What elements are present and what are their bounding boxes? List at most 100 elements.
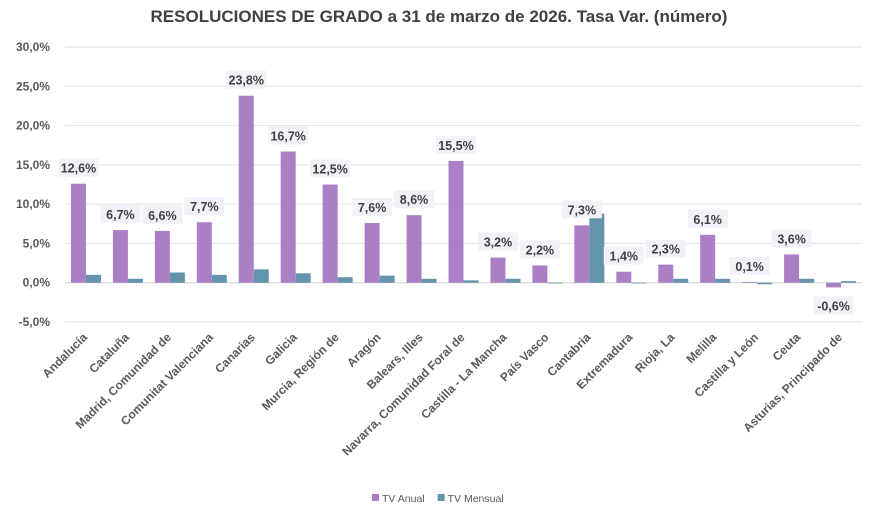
data-label: 16,7% bbox=[270, 130, 305, 144]
data-label: 7,6% bbox=[358, 201, 387, 215]
data-label-bg bbox=[394, 190, 435, 209]
data-label: 7,3% bbox=[568, 203, 597, 217]
data-label: 1,4% bbox=[610, 250, 639, 264]
bar-anual bbox=[406, 215, 422, 283]
data-label-bg bbox=[226, 70, 267, 89]
data-label-bg bbox=[436, 135, 476, 154]
bar-mensual bbox=[127, 278, 143, 283]
data-label: -0,6% bbox=[817, 299, 850, 313]
legend: TV Anual TV Mensual bbox=[372, 493, 504, 505]
bar-mensual bbox=[547, 282, 563, 284]
bar-anual bbox=[322, 184, 338, 283]
bar-anual bbox=[658, 264, 674, 283]
bar-anual bbox=[700, 234, 716, 283]
data-label-bg bbox=[813, 296, 854, 315]
legend-label: TV Anual bbox=[382, 493, 425, 505]
bar-mensual bbox=[841, 281, 857, 283]
data-label: 6,7% bbox=[106, 208, 135, 222]
bar-anual bbox=[448, 160, 464, 283]
bar-mensual bbox=[421, 278, 437, 283]
bar-mensual bbox=[673, 278, 689, 283]
data-label: 23,8% bbox=[229, 74, 264, 88]
x-tick-label: Andalucía bbox=[40, 330, 91, 381]
bar-anual bbox=[616, 271, 632, 283]
x-tick-label: Murcia, Región de bbox=[259, 330, 342, 413]
bar-anual bbox=[238, 95, 254, 283]
bar-mensual bbox=[211, 274, 227, 283]
data-label-bg bbox=[687, 209, 728, 228]
data-label: 6,1% bbox=[693, 213, 722, 227]
bar-anual bbox=[70, 183, 86, 283]
data-label-bg bbox=[561, 200, 602, 219]
bar-anual bbox=[196, 222, 212, 283]
bar-mensual bbox=[379, 275, 395, 283]
bar-mensual bbox=[337, 277, 353, 283]
bar-mensual bbox=[505, 278, 521, 283]
data-label-bg bbox=[142, 205, 183, 224]
bar-mensual bbox=[169, 272, 185, 283]
bar-anual bbox=[532, 265, 548, 283]
data-label: 12,6% bbox=[61, 162, 96, 176]
bar-anual bbox=[364, 223, 380, 283]
data-label: 3,6% bbox=[777, 232, 806, 246]
bar-anual bbox=[280, 151, 296, 283]
bar-anual bbox=[742, 281, 758, 283]
bar-mensual bbox=[463, 280, 479, 283]
x-tick-label: Aragón bbox=[344, 330, 384, 370]
data-label-bg bbox=[100, 205, 141, 224]
data-label: 15,5% bbox=[438, 139, 473, 153]
x-tick-label: Galicia bbox=[262, 330, 300, 368]
data-label-bg bbox=[603, 246, 644, 265]
bar-anual bbox=[826, 282, 842, 288]
data-label-bg bbox=[645, 239, 686, 258]
bar-anual bbox=[784, 254, 800, 283]
data-label-bg bbox=[352, 198, 393, 216]
data-label: 12,5% bbox=[312, 163, 347, 177]
x-tick-label: Melilla bbox=[683, 330, 719, 366]
data-label: 6,6% bbox=[148, 209, 177, 223]
bar-mensual bbox=[295, 273, 311, 283]
data-label-bg bbox=[519, 240, 560, 259]
legend-swatch bbox=[437, 494, 445, 501]
data-label-bg bbox=[58, 158, 99, 177]
legend-label: TV Mensual bbox=[448, 493, 504, 505]
chart-title: RESOLUCIONES DE GRADO a 31 de marzo de 2… bbox=[151, 7, 728, 26]
y-tick-label: 5,0% bbox=[23, 236, 51, 250]
bar-mensual bbox=[799, 278, 815, 283]
y-tick-label: 30,0% bbox=[16, 40, 50, 54]
data-label-bg bbox=[268, 126, 309, 145]
data-label-bg bbox=[184, 197, 225, 216]
bar-mensual bbox=[589, 213, 605, 283]
data-label: 2,2% bbox=[526, 243, 555, 257]
y-tick-label: -5,0% bbox=[19, 315, 51, 329]
x-tick-label: Rioja, La bbox=[632, 330, 677, 375]
y-tick-label: 0,0% bbox=[23, 276, 51, 290]
x-tick-label: Canarias bbox=[212, 330, 258, 376]
bar-mensual bbox=[253, 269, 269, 283]
bar-anual bbox=[112, 230, 128, 283]
bar-anual bbox=[574, 225, 590, 283]
data-label: 3,2% bbox=[484, 236, 513, 250]
bar-mensual bbox=[757, 282, 773, 285]
bar-mensual bbox=[631, 282, 647, 284]
data-label: 2,3% bbox=[651, 243, 680, 257]
bar-mensual bbox=[85, 274, 101, 283]
x-tick-label: Ceuta bbox=[770, 330, 804, 364]
data-label-bg bbox=[729, 256, 770, 275]
data-label-bg bbox=[310, 159, 351, 178]
legend-swatch bbox=[372, 494, 379, 501]
data-label-bg bbox=[477, 232, 518, 251]
bar-anual bbox=[490, 257, 506, 283]
data-label: 7,7% bbox=[190, 200, 219, 214]
bar-mensual bbox=[715, 278, 731, 283]
data-label-bg bbox=[771, 229, 812, 248]
bar-anual bbox=[154, 230, 170, 283]
y-tick-label: 15,0% bbox=[16, 158, 50, 172]
data-label: 8,6% bbox=[400, 193, 429, 207]
y-tick-label: 20,0% bbox=[16, 119, 50, 133]
data-label: 0,1% bbox=[735, 260, 764, 274]
y-tick-label: 25,0% bbox=[16, 79, 50, 93]
y-tick-label: 10,0% bbox=[16, 197, 50, 211]
